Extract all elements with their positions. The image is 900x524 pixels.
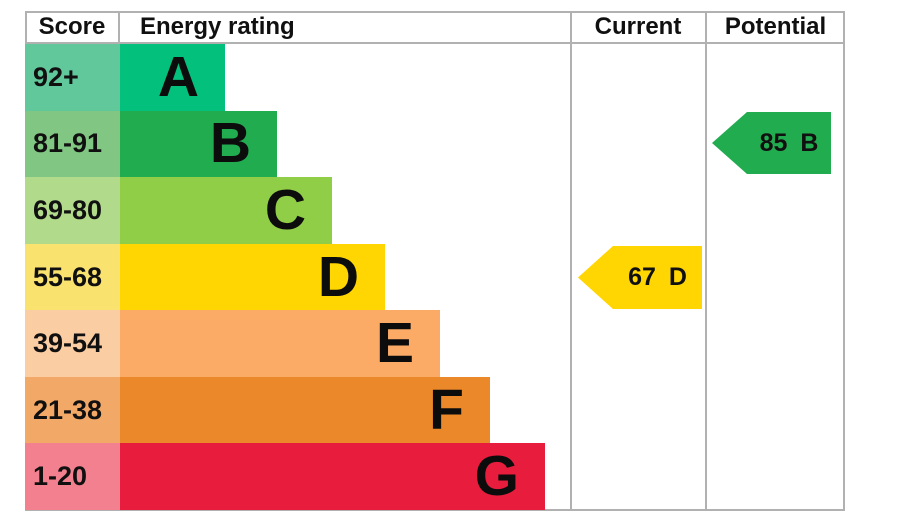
band-score-cell: 92+ — [25, 44, 120, 111]
band-letter: G — [474, 444, 519, 509]
band-bar: C — [120, 177, 332, 244]
grid-line-potential-divider — [705, 11, 707, 511]
band-row-a: 92+ A — [25, 44, 845, 111]
grid-line-left-header — [25, 11, 27, 44]
band-score-cell: 55-68 — [25, 243, 120, 311]
band-score-label: 81-91 — [33, 128, 103, 159]
band-letter: D — [317, 244, 359, 309]
band-score-label: 92+ — [33, 61, 79, 92]
potential-rating-letter: B — [800, 128, 819, 157]
band-rows: 92+ A 81-91 B 69-80 C 55-68 — [25, 44, 845, 511]
band-score-cell: 21-38 — [25, 376, 120, 444]
band-letter: B — [209, 111, 251, 176]
band-letter: F — [429, 377, 464, 442]
band-row-c: 69-80 C — [25, 177, 845, 244]
band-letter: E — [375, 311, 414, 376]
band-row-g: 1-20 G — [25, 443, 845, 511]
band-score-label: 1-20 — [33, 461, 88, 492]
band-row-b: 81-91 B — [25, 110, 845, 178]
grid-line-top — [25, 11, 845, 13]
header-energy-rating: Energy rating — [140, 13, 295, 40]
band-row-e: 39-54 E — [25, 310, 845, 377]
band-letter: A — [157, 44, 199, 109]
band-bar: B — [120, 110, 277, 178]
band-score-label: 39-54 — [33, 328, 103, 359]
header-potential: Potential — [724, 13, 827, 40]
potential-rating-value: 85 — [759, 128, 788, 157]
band-score-cell: 69-80 — [25, 177, 120, 244]
band-score-cell: 39-54 — [25, 310, 120, 377]
band-score-cell: 1-20 — [25, 443, 120, 511]
band-letter: C — [264, 177, 306, 242]
band-bar: D — [120, 243, 385, 311]
header-score: Score — [38, 13, 106, 40]
band-score-cell: 81-91 — [25, 110, 120, 178]
band-bar: E — [120, 310, 440, 377]
current-rating-letter: D — [668, 263, 687, 291]
band-row-d: 55-68 D — [25, 243, 845, 311]
band-score-label: 69-80 — [33, 194, 103, 225]
grid-line-score-divider — [118, 11, 120, 44]
band-score-label: 21-38 — [33, 394, 103, 425]
grid-line-header-bottom — [25, 42, 845, 44]
band-score-label: 55-68 — [33, 261, 103, 292]
grid-line-right — [843, 11, 845, 511]
header-current: Current — [594, 13, 682, 40]
band-bar: G — [120, 443, 545, 511]
current-rating-value: 67 — [628, 263, 656, 291]
band-bar: A — [120, 44, 225, 111]
band-row-f: 21-38 F — [25, 376, 845, 444]
band-bar: F — [120, 376, 490, 444]
grid-line-current-divider — [570, 11, 572, 511]
